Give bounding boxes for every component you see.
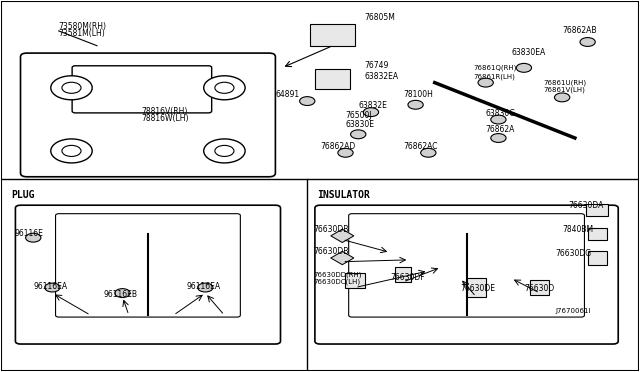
Circle shape — [62, 82, 81, 93]
Circle shape — [215, 82, 234, 93]
Circle shape — [115, 289, 130, 298]
Text: 76861V(LH): 76861V(LH) — [543, 87, 585, 93]
Bar — [588, 251, 607, 265]
FancyBboxPatch shape — [56, 214, 241, 317]
Circle shape — [215, 145, 234, 157]
Text: 96116E: 96116E — [14, 229, 43, 238]
Bar — [586, 205, 609, 215]
Text: 76861U(RH): 76861U(RH) — [543, 80, 586, 86]
FancyBboxPatch shape — [15, 205, 280, 344]
Circle shape — [45, 283, 60, 292]
Circle shape — [351, 130, 366, 139]
Text: 76630DE: 76630DE — [460, 284, 495, 293]
Text: 76630DB: 76630DB — [314, 247, 349, 256]
Text: INSULATOR: INSULATOR — [317, 190, 370, 200]
Circle shape — [554, 93, 570, 102]
Circle shape — [478, 78, 493, 87]
Text: 76630D: 76630D — [524, 284, 554, 293]
Circle shape — [300, 97, 315, 106]
Text: 76749: 76749 — [365, 61, 389, 70]
Text: 96116EB: 96116EB — [103, 290, 138, 299]
Text: 76630DA: 76630DA — [568, 201, 604, 210]
Circle shape — [364, 108, 379, 116]
Circle shape — [420, 148, 436, 157]
Bar — [588, 228, 607, 240]
Text: 76861R(LH): 76861R(LH) — [473, 74, 515, 80]
Text: 76805M: 76805M — [365, 13, 396, 22]
Text: 76630DG: 76630DG — [556, 249, 592, 258]
Text: 76500J: 76500J — [346, 111, 372, 120]
Text: 78816W(LH): 78816W(LH) — [141, 114, 189, 124]
Text: 63830EA: 63830EA — [511, 48, 545, 57]
Text: 76630DD(RH): 76630DD(RH) — [314, 272, 362, 278]
Circle shape — [516, 63, 532, 72]
Text: 96116EA: 96116EA — [186, 282, 220, 291]
FancyBboxPatch shape — [20, 53, 275, 177]
Circle shape — [491, 115, 506, 124]
Circle shape — [204, 139, 245, 163]
Text: PLUG: PLUG — [11, 190, 35, 200]
Circle shape — [491, 134, 506, 142]
Bar — [346, 273, 365, 288]
FancyBboxPatch shape — [72, 66, 212, 113]
Circle shape — [26, 233, 41, 242]
Text: 76861Q(RH): 76861Q(RH) — [473, 65, 516, 71]
Text: 78100H: 78100H — [403, 90, 433, 99]
FancyBboxPatch shape — [349, 214, 584, 317]
Bar — [395, 267, 411, 282]
Circle shape — [408, 100, 423, 109]
Circle shape — [62, 145, 81, 157]
Text: 76862A: 76862A — [486, 125, 515, 134]
Text: J7670061I: J7670061I — [556, 308, 591, 314]
Circle shape — [204, 76, 245, 100]
Circle shape — [338, 148, 353, 157]
Circle shape — [580, 38, 595, 46]
Text: 96116EA: 96116EA — [33, 282, 67, 291]
Circle shape — [51, 139, 92, 163]
Text: 73581M(LH): 73581M(LH) — [59, 29, 106, 38]
FancyBboxPatch shape — [315, 205, 618, 344]
Text: 63832E: 63832E — [358, 102, 387, 110]
Text: 76630DC(LH): 76630DC(LH) — [314, 279, 361, 285]
Text: 76630DB: 76630DB — [314, 225, 349, 234]
Bar — [531, 280, 549, 295]
Text: 76862AB: 76862AB — [562, 26, 596, 35]
Bar — [467, 278, 486, 297]
Text: 7840BM: 7840BM — [562, 225, 593, 234]
Text: 76630DF: 76630DF — [390, 273, 425, 282]
Text: 73580M(RH): 73580M(RH) — [59, 22, 107, 31]
Circle shape — [51, 76, 92, 100]
Text: 63832EA: 63832EA — [365, 72, 399, 81]
Text: 63830E: 63830E — [346, 120, 374, 129]
Text: 76862AC: 76862AC — [403, 142, 437, 151]
Polygon shape — [331, 251, 354, 264]
Bar — [310, 23, 355, 46]
Circle shape — [198, 283, 213, 292]
Polygon shape — [331, 229, 354, 243]
Text: 78816V(RH): 78816V(RH) — [141, 107, 188, 116]
Text: 63830G: 63830G — [486, 109, 516, 118]
Text: 76862AD: 76862AD — [320, 142, 355, 151]
Bar — [316, 69, 350, 89]
Text: 64891: 64891 — [275, 90, 300, 99]
